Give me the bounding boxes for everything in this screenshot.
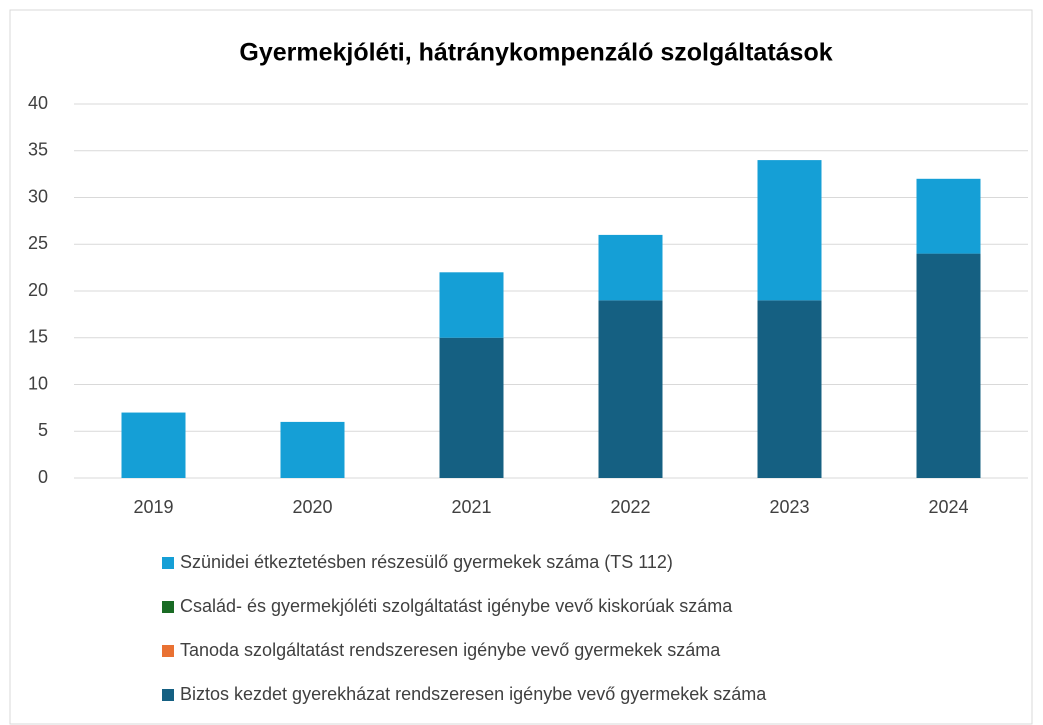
x-tick-label: 2023 (769, 497, 809, 517)
chart-frame (9, 9, 1033, 725)
bar-segment (439, 337, 504, 478)
x-tick-label: 2024 (928, 497, 968, 517)
bar-segment (280, 421, 345, 478)
legend-swatch (162, 557, 174, 569)
x-tick-label: 2020 (292, 497, 332, 517)
legend-swatch (162, 601, 174, 613)
y-tick-label: 15 (28, 327, 48, 347)
legend-label: Tanoda szolgáltatást rendszeresen igényb… (180, 640, 721, 660)
y-tick-label: 20 (28, 280, 48, 300)
chart-title: Gyermekjóléti, hátránykompenzáló szolgál… (239, 39, 832, 67)
legend-swatch (162, 645, 174, 657)
y-tick-label: 40 (28, 93, 48, 113)
y-tick-label: 30 (28, 186, 48, 206)
x-tick-label: 2021 (451, 497, 491, 517)
legend-swatch (162, 689, 174, 701)
legend-label: Család- és gyermekjóléti szolgáltatást i… (180, 596, 733, 616)
x-tick-label: 2022 (610, 497, 650, 517)
bar-segment (757, 300, 822, 478)
legend-label: Szünidei étkeztetésben részesülő gyermek… (180, 552, 673, 572)
y-tick-label: 5 (38, 420, 48, 440)
bar-segment (121, 412, 186, 478)
bar-segment (598, 300, 663, 478)
y-tick-label: 25 (28, 233, 48, 253)
legend-label: Biztos kezdet gyerekházat rendszeresen i… (180, 684, 767, 704)
y-tick-label: 35 (28, 140, 48, 160)
bar-segment (439, 272, 504, 338)
y-tick-label: 10 (28, 373, 48, 393)
bar-segment (916, 178, 981, 254)
x-tick-label: 2019 (133, 497, 173, 517)
bar-segment (916, 253, 981, 478)
bar-segment (598, 234, 663, 301)
bar-segment (757, 160, 822, 301)
y-tick-label: 0 (38, 467, 48, 487)
